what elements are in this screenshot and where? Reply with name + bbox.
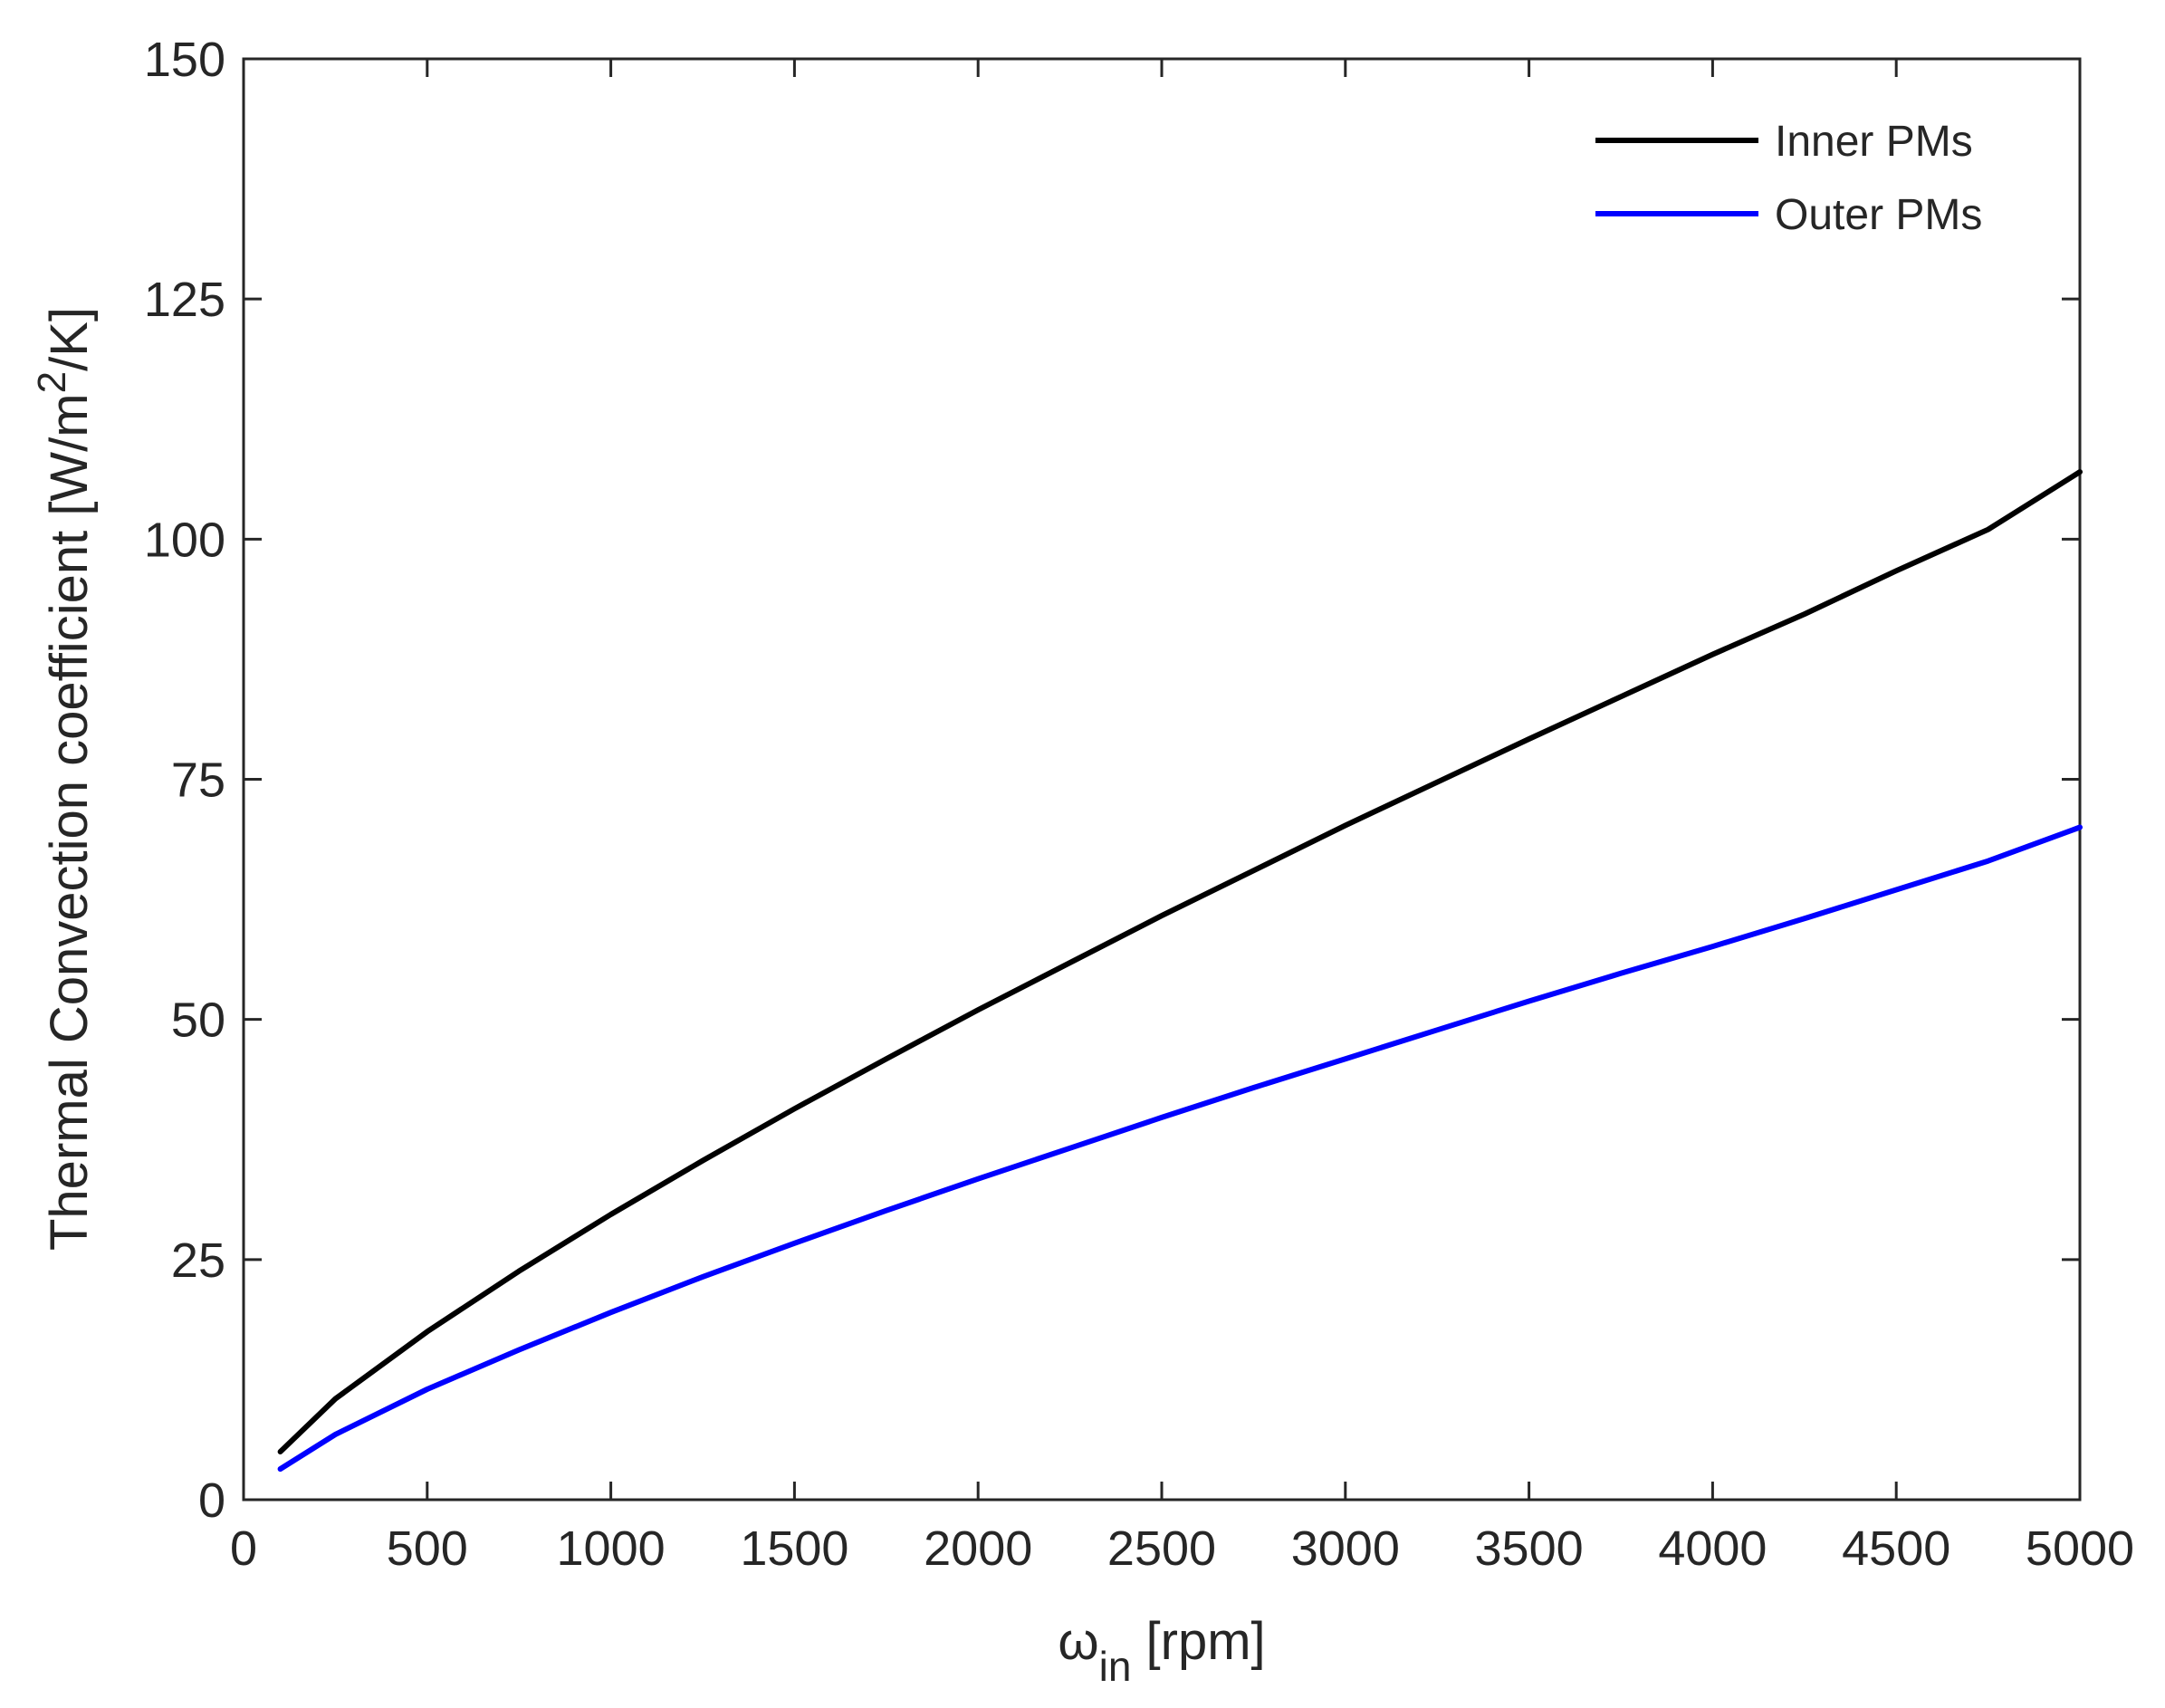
x-axis-label-symbol: ω [1058, 1612, 1098, 1671]
x-tick-label: 0 [230, 1521, 257, 1576]
y-tick-label: 150 [144, 33, 225, 87]
legend-label-outer-pms: Outer PMs [1775, 191, 1982, 239]
x-tick-labels: 0 500 1000 1500 2000 2500 3000 3500 4000 4500 5000 [230, 1521, 2134, 1576]
x-tick-label: 4000 [1658, 1521, 1767, 1576]
x-tick-label: 500 [387, 1521, 468, 1576]
y-tick-labels: 0 25 50 75 100 125 150 [144, 33, 225, 1528]
series-lines [277, 469, 2083, 1473]
legend: Inner PMs Outer PMs [1595, 118, 1982, 239]
x-tick-label: 2000 [924, 1521, 1032, 1576]
y-tick-label: 125 [144, 273, 225, 327]
x-tick-label: 5000 [2026, 1521, 2134, 1576]
y-axis-label-tail: /K] [40, 307, 99, 371]
x-axis-label-subscript: in [1099, 1643, 1132, 1690]
y-tick-label: 25 [171, 1233, 225, 1288]
series-line-outer-pms [277, 824, 2083, 1473]
axis-ticks [242, 57, 2082, 1502]
y-axis-label: Thermal Convection coefficient [W/m2/K] [30, 307, 99, 1251]
y-tick-label: 75 [171, 753, 225, 808]
x-axis-label: ωin [rpm] [1058, 1612, 1265, 1690]
series-line-inner-pms [277, 469, 2083, 1454]
y-axis-label-main: Thermal Convection coefficient [W/m [40, 393, 99, 1251]
y-tick-label: 100 [144, 513, 225, 567]
legend-label-inner-pms: Inner PMs [1775, 118, 1973, 166]
x-tick-label: 1500 [740, 1521, 848, 1576]
x-tick-label: 2500 [1107, 1521, 1216, 1576]
y-tick-label: 50 [171, 993, 225, 1048]
x-tick-label: 4500 [1842, 1521, 1950, 1576]
x-tick-label: 3500 [1475, 1521, 1584, 1576]
y-tick-label: 0 [198, 1473, 225, 1528]
x-tick-label: 1000 [557, 1521, 666, 1576]
y-axis-label-superscript: 2 [30, 371, 74, 393]
x-tick-label: 3000 [1291, 1521, 1400, 1576]
x-axis-label-unit: [rpm] [1131, 1612, 1265, 1671]
